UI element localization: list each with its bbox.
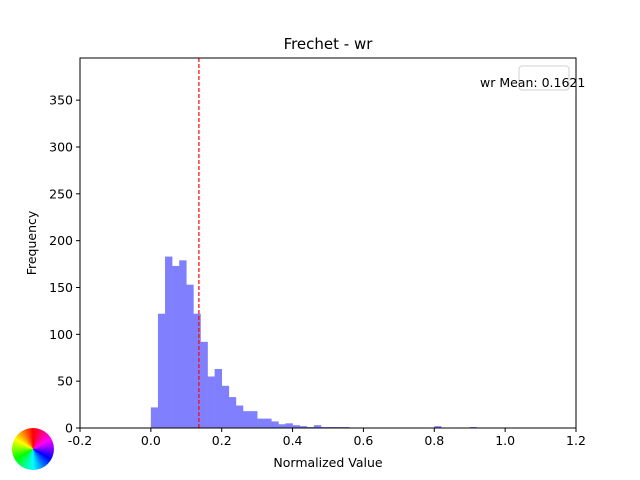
histogram-bar bbox=[200, 341, 208, 428]
histogram-bar bbox=[172, 265, 180, 428]
histogram-bar bbox=[278, 424, 286, 428]
histogram-bar bbox=[228, 397, 237, 428]
x-tick-label: 0.6 bbox=[353, 433, 373, 448]
histogram-bar bbox=[221, 385, 230, 428]
y-tick-label: 350 bbox=[49, 93, 73, 108]
legend-box bbox=[518, 65, 570, 91]
y-axis-ticks: 0 50 100 150 200 250 300 350 bbox=[49, 93, 80, 436]
x-tick-label: 1.2 bbox=[566, 433, 586, 448]
y-tick-label: 200 bbox=[49, 233, 73, 248]
y-tick-label: 100 bbox=[49, 327, 73, 342]
chart-title: Frechet - wr bbox=[284, 35, 374, 53]
histogram-bar bbox=[299, 426, 308, 428]
x-axis-ticks: -0.2 0.0 0.2 0.4 0.6 0.8 1.0 1.2 bbox=[68, 428, 586, 448]
y-tick-label: 150 bbox=[49, 280, 73, 295]
y-axis-title: Frequency bbox=[24, 210, 39, 275]
histogram-bar bbox=[313, 425, 322, 428]
y-tick-label: 300 bbox=[49, 139, 73, 154]
histogram-bar bbox=[242, 411, 251, 428]
x-tick-label: 1.0 bbox=[495, 433, 515, 448]
histogram-bar bbox=[264, 418, 272, 428]
x-tick-label: 0.4 bbox=[283, 433, 303, 448]
histogram-bar bbox=[165, 256, 173, 428]
x-tick-label: 0.8 bbox=[424, 433, 444, 448]
mean-annotation: wr Mean: 0.1621 bbox=[480, 75, 585, 90]
histogram-bar bbox=[150, 407, 159, 428]
histogram-bar bbox=[186, 284, 194, 428]
histogram-bar bbox=[271, 421, 279, 428]
histogram-bar bbox=[214, 368, 223, 428]
histogram-bar bbox=[179, 260, 187, 428]
x-tick-label: 0.0 bbox=[141, 433, 161, 448]
y-tick-label: 50 bbox=[57, 374, 73, 389]
histogram-bar bbox=[292, 425, 300, 428]
histogram-bar bbox=[250, 411, 258, 428]
histogram-bar bbox=[434, 426, 442, 428]
y-tick-label: 0 bbox=[65, 421, 73, 436]
color-wheel-icon bbox=[12, 428, 54, 470]
histogram-bar bbox=[193, 313, 201, 428]
histogram-bar bbox=[285, 423, 293, 428]
histogram-bar bbox=[207, 376, 215, 428]
x-axis-title: Normalized Value bbox=[273, 455, 382, 470]
bars-layer bbox=[150, 256, 477, 428]
y-tick-label: 250 bbox=[49, 186, 73, 201]
x-tick-label: -0.2 bbox=[68, 433, 92, 448]
histogram-bar bbox=[235, 405, 244, 428]
x-tick-label: 0.2 bbox=[212, 433, 232, 448]
histogram-bar bbox=[257, 418, 265, 428]
histogram-bar bbox=[157, 313, 166, 428]
plot-frame bbox=[79, 57, 577, 429]
